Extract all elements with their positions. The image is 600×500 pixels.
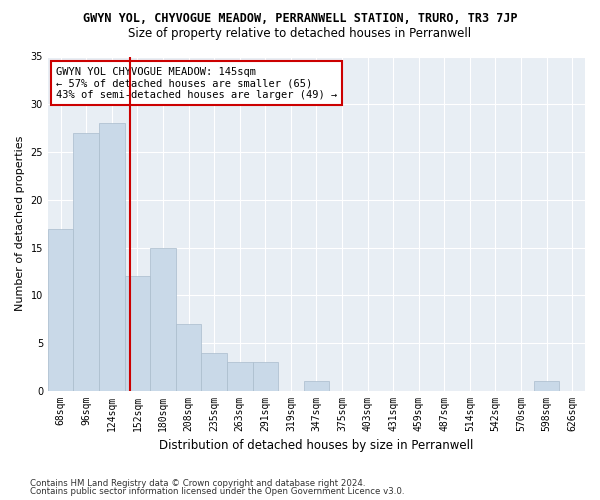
X-axis label: Distribution of detached houses by size in Perranwell: Distribution of detached houses by size … xyxy=(159,440,473,452)
Text: GWYN YOL CHYVOGUE MEADOW: 145sqm
← 57% of detached houses are smaller (65)
43% o: GWYN YOL CHYVOGUE MEADOW: 145sqm ← 57% o… xyxy=(56,66,337,100)
Bar xyxy=(202,353,227,391)
Bar xyxy=(99,124,125,391)
Bar xyxy=(150,248,176,391)
Bar xyxy=(227,362,253,391)
Y-axis label: Number of detached properties: Number of detached properties xyxy=(15,136,25,312)
Bar xyxy=(125,276,150,391)
Text: Size of property relative to detached houses in Perranwell: Size of property relative to detached ho… xyxy=(128,28,472,40)
Text: Contains HM Land Registry data © Crown copyright and database right 2024.: Contains HM Land Registry data © Crown c… xyxy=(30,478,365,488)
Text: GWYN YOL, CHYVOGUE MEADOW, PERRANWELL STATION, TRURO, TR3 7JP: GWYN YOL, CHYVOGUE MEADOW, PERRANWELL ST… xyxy=(83,12,517,26)
Bar xyxy=(534,382,559,391)
Text: Contains public sector information licensed under the Open Government Licence v3: Contains public sector information licen… xyxy=(30,487,404,496)
Bar xyxy=(73,133,99,391)
Bar xyxy=(253,362,278,391)
Bar xyxy=(304,382,329,391)
Bar xyxy=(48,228,73,391)
Bar xyxy=(176,324,202,391)
